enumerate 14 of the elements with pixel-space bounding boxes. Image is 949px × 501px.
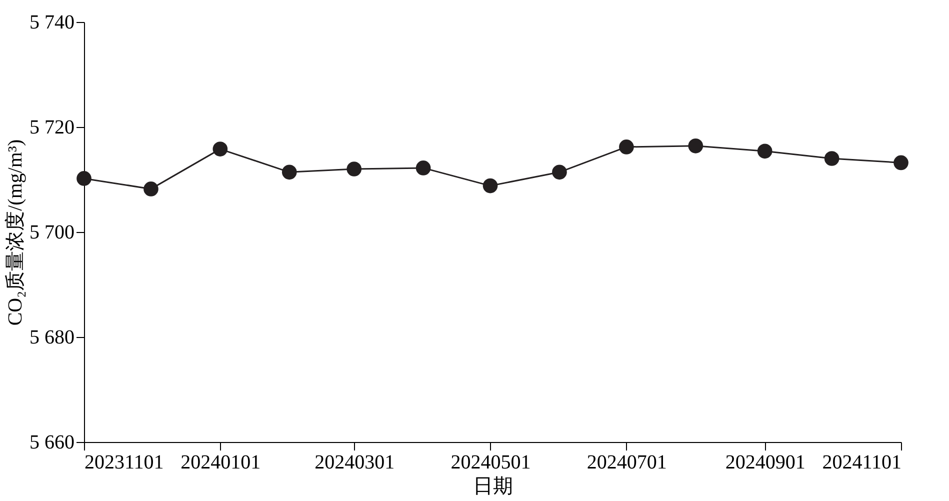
x-axis-title: 日期 <box>473 476 513 498</box>
y-tick-label: 5 700 <box>30 222 74 244</box>
x-tick-label: 20240301 <box>314 452 395 474</box>
y-axis-title: CO₂质量浓度/(mg/m³) <box>4 139 26 326</box>
y-tick-label: 5 720 <box>30 116 74 138</box>
y-tick-label: 5 660 <box>30 432 74 454</box>
x-tick-label: 20231101 <box>84 452 164 474</box>
x-tick-label: 20240701 <box>586 452 667 474</box>
x-tick-label: 20240101 <box>180 452 261 474</box>
y-tick-label: 5 680 <box>30 326 74 348</box>
x-tick-label: 20240901 <box>725 452 806 474</box>
y-tick-label: 5 740 <box>30 12 74 34</box>
x-tick-label: 20240501 <box>450 452 531 474</box>
x-tick-label: 20241101 <box>822 452 902 474</box>
